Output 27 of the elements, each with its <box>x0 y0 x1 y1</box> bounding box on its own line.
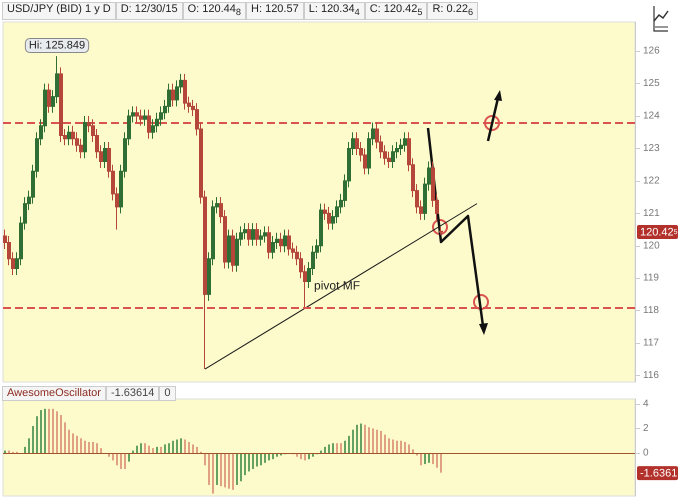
text: L: 120.34$_{4}$ <box>304 2 365 20</box>
y-tick-label: 124 <box>643 110 660 122</box>
text: C: 120.42$_{5}$ <box>364 2 428 20</box>
annotation: Hi: 125.849 <box>28 40 86 52</box>
annotation: -1.6361 <box>640 468 678 480</box>
text: R: 0.22$_{6}$ <box>427 2 478 20</box>
y-tick-label: 4 <box>643 398 649 410</box>
y-tick-label: 126 <box>643 46 660 57</box>
y-tick-label: 123 <box>643 142 660 154</box>
text: 0 <box>159 386 176 401</box>
y-tick-label: 119 <box>643 272 660 284</box>
y-tick-label: 2 <box>643 422 649 434</box>
y-tick-label: 117 <box>643 338 660 349</box>
y-tick-label: 116 <box>643 370 660 382</box>
text: O: 120.44$_{8}$ <box>182 2 246 20</box>
text: H: 120.57 <box>246 2 304 20</box>
y-tick-label: 120 <box>643 240 660 252</box>
text: D: 12/30/15 <box>116 2 183 20</box>
y-tick-label: 0 <box>643 448 649 459</box>
y-tick-label: 118 <box>643 305 660 316</box>
chart-title: USD/JPY (BID) 1 y D <box>2 2 116 20</box>
annotation: pivot MF <box>314 278 360 292</box>
chart-title: AwesomeOscillator <box>2 386 106 401</box>
y-tick-label: 121 <box>643 208 660 219</box>
text: -1.63614 <box>106 386 160 401</box>
y-tick-label: 122 <box>643 175 660 186</box>
y-tick-label: 125 <box>643 78 660 90</box>
